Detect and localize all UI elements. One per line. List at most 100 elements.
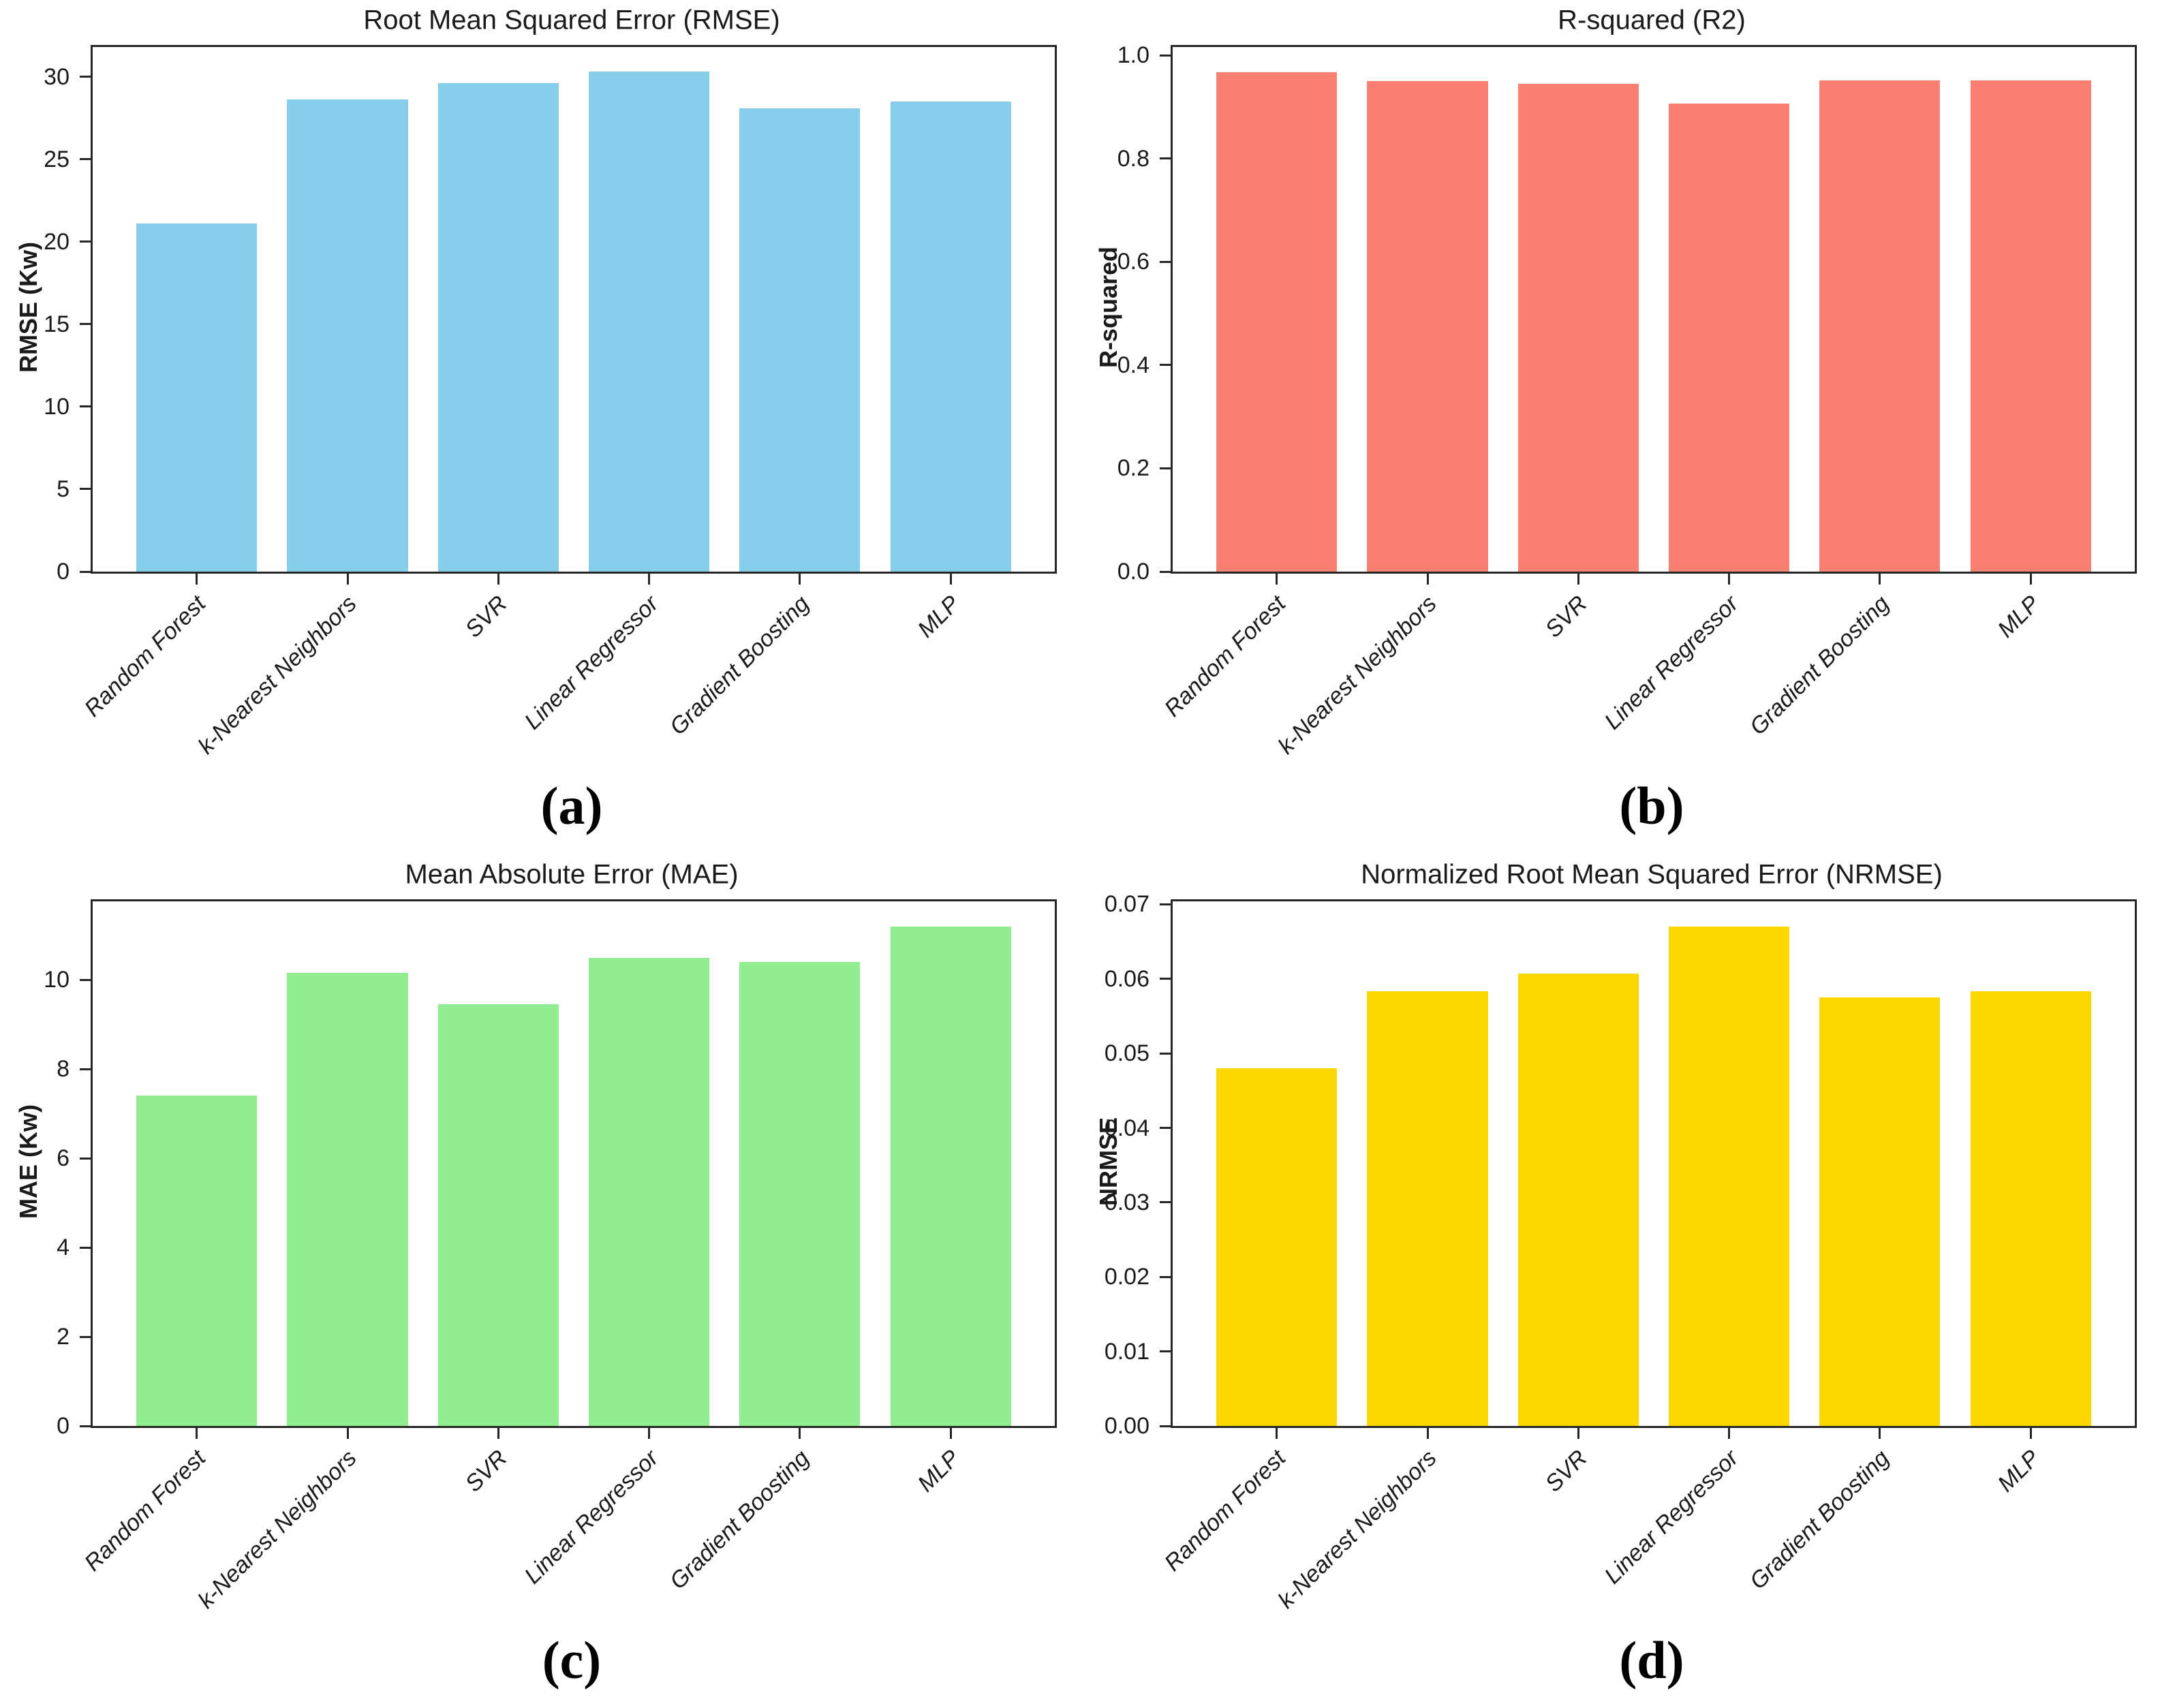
x-tick-mark bbox=[2029, 1428, 2032, 1439]
y-tick-label: 10 bbox=[44, 967, 70, 993]
y-tick-label: 1.0 bbox=[1117, 42, 1150, 69]
y-tick-mark bbox=[1160, 1127, 1171, 1129]
y-tick-mark bbox=[80, 76, 91, 78]
x-tick-mark bbox=[1879, 574, 1881, 585]
x-tick-label-svr: SVR bbox=[460, 1445, 513, 1497]
bar-mlp bbox=[1970, 80, 2091, 572]
x-tick-label-k-nearest-neighbors: k-Nearest Neighbors bbox=[1273, 591, 1442, 760]
x-tick-label-k-nearest-neighbors: k-Nearest Neighbors bbox=[193, 1445, 362, 1614]
x-tick-label-mlp: MLP bbox=[912, 1445, 966, 1497]
x-tick-label-linear-regressor: Linear Regressor bbox=[519, 1445, 664, 1589]
x-tick-mark bbox=[799, 1428, 801, 1439]
y-tick-mark bbox=[80, 570, 91, 573]
plot-area-nrmse: 0.00 0.01 0.02 0.03 0.04 0.05 0.06 0.07 Random F… bbox=[1105, 891, 2137, 1613]
y-tick-label: 20 bbox=[44, 228, 70, 255]
y-tick-label: 0.06 bbox=[1104, 965, 1150, 992]
y-tick-mark bbox=[1160, 570, 1171, 573]
y-tick-mark bbox=[1160, 903, 1171, 905]
y-tick-label: 0.2 bbox=[1117, 455, 1150, 482]
y-tick-mark bbox=[80, 1246, 91, 1249]
x-tick-mark bbox=[497, 1428, 499, 1439]
y-tick-mark bbox=[1160, 1350, 1171, 1353]
y-tick-mark bbox=[80, 1425, 91, 1427]
bar-mlp bbox=[890, 926, 1011, 1426]
y-tick-label: 0.05 bbox=[1104, 1040, 1150, 1067]
y-tick-label: 6 bbox=[57, 1145, 70, 1172]
y-tick-mark bbox=[1160, 260, 1171, 263]
x-tick-label-gradient-boosting: Gradient Boosting bbox=[664, 1445, 814, 1595]
x-tick-label-random-forest: Random Forest bbox=[80, 1445, 211, 1577]
y-tick-label: 10 bbox=[44, 393, 70, 420]
y-tick-label: 30 bbox=[44, 63, 70, 90]
y-tick-label: 25 bbox=[44, 146, 70, 172]
bar-linear-regressor bbox=[1669, 927, 1790, 1426]
x-tick-label-linear-regressor: Linear Regressor bbox=[1599, 591, 1744, 735]
y-tick-label: 8 bbox=[57, 1056, 70, 1083]
x-tick-label-svr: SVR bbox=[1540, 591, 1593, 643]
x-tick-mark bbox=[497, 574, 499, 585]
y-tick-mark bbox=[80, 323, 91, 326]
y-tick-mark bbox=[80, 488, 91, 491]
x-tick-label-mlp: MLP bbox=[1992, 591, 2046, 643]
y-tick-label: 0 bbox=[57, 1413, 70, 1439]
bar-mlp bbox=[890, 101, 1011, 572]
chart-title-nrmse: Normalized Root Mean Squared Error (NRMS… bbox=[1361, 859, 1943, 890]
bar-mlp bbox=[1970, 991, 2091, 1426]
y-tick-label: 15 bbox=[44, 311, 70, 337]
plot-area-mae: 0 2 4 6 8 10 Random Forest k-Nearest Neighbors S… bbox=[44, 899, 1057, 1613]
x-tick-mark bbox=[949, 574, 952, 585]
panel-caption-c: (c) bbox=[542, 1630, 602, 1690]
x-tick-mark bbox=[1276, 574, 1278, 585]
y-tick-mark bbox=[1160, 1052, 1171, 1055]
bar-linear-regressor bbox=[589, 72, 710, 572]
x-tick-mark bbox=[648, 1428, 651, 1439]
y-tick-label: 0.03 bbox=[1104, 1189, 1150, 1215]
x-tick-mark bbox=[1426, 574, 1429, 585]
y-tick-mark bbox=[1160, 54, 1171, 57]
y-tick-label: 0.0 bbox=[1117, 559, 1150, 585]
y-tick-label: 5 bbox=[57, 476, 70, 502]
y-tick-label: 0.6 bbox=[1117, 249, 1150, 275]
bar-gradient-boosting bbox=[739, 962, 861, 1426]
y-tick-mark bbox=[80, 158, 91, 161]
x-tick-mark bbox=[1577, 574, 1579, 585]
x-tick-label-k-nearest-neighbors: k-Nearest Neighbors bbox=[1273, 1445, 1442, 1614]
x-tick-mark bbox=[799, 574, 801, 585]
plot-area-rmse: 0 5 10 15 20 25 30 Random Forest k-Nearest Neigh… bbox=[44, 45, 1057, 759]
x-tick-label-svr: SVR bbox=[460, 591, 513, 643]
x-tick-mark bbox=[196, 1428, 198, 1439]
panel-rmse: Root Mean Squared Error (RMSE) RMSE (Kw)… bbox=[0, 0, 1080, 854]
y-tick-label: 0.8 bbox=[1117, 145, 1150, 172]
x-tick-mark bbox=[1276, 1428, 1278, 1439]
y-tick-mark bbox=[80, 1157, 91, 1160]
bar-k-nearest-neighbors bbox=[1367, 81, 1488, 572]
y-tick-mark bbox=[80, 978, 91, 981]
x-tick-label-gradient-boosting: Gradient Boosting bbox=[1744, 1445, 1894, 1595]
x-tick-label-gradient-boosting: Gradient Boosting bbox=[1744, 591, 1894, 741]
bar-k-nearest-neighbors bbox=[287, 99, 408, 572]
x-tick-mark bbox=[2029, 574, 2032, 585]
chart-title-mae: Mean Absolute Error (MAE) bbox=[405, 859, 739, 890]
bar-k-nearest-neighbors bbox=[1367, 991, 1488, 1426]
x-tick-mark bbox=[949, 1428, 952, 1439]
x-tick-mark bbox=[1879, 1428, 1881, 1439]
y-tick-mark bbox=[1160, 157, 1171, 160]
x-tick-mark bbox=[1728, 574, 1731, 585]
y-tick-label: 0.02 bbox=[1104, 1264, 1150, 1290]
y-tick-mark bbox=[80, 1068, 91, 1070]
x-tick-mark bbox=[1728, 1428, 1731, 1439]
bar-svr bbox=[1517, 974, 1639, 1426]
bar-linear-regressor bbox=[589, 957, 710, 1426]
panel-caption-a: (a) bbox=[540, 776, 603, 835]
bar-gradient-boosting bbox=[1819, 997, 1941, 1426]
bar-svr bbox=[437, 83, 559, 572]
x-tick-label-linear-regressor: Linear Regressor bbox=[519, 591, 664, 735]
y-tick-label: 0 bbox=[57, 559, 70, 585]
y-tick-mark bbox=[1160, 364, 1171, 367]
bar-random-forest bbox=[1216, 1068, 1338, 1426]
y-tick-mark bbox=[80, 240, 91, 243]
y-axis-label-rmse: RMSE (Kw) bbox=[14, 242, 42, 373]
bar-gradient-boosting bbox=[1819, 80, 1941, 572]
bar-svr bbox=[437, 1004, 559, 1426]
